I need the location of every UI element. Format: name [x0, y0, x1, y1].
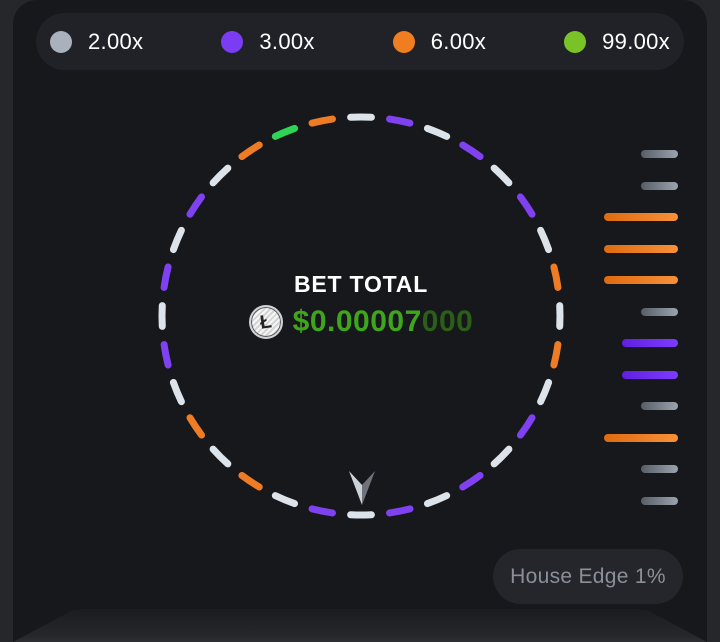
bet-total-block: BET TOTAL Ł $0.00007000: [0, 271, 720, 339]
multiplier-99x-dot-icon: [564, 30, 587, 53]
multiplier-legend: 2.00x 3.00x 6.00x 99.00x: [36, 13, 684, 70]
legend-item-99x: 99.00x: [564, 29, 670, 55]
legend-item-6x: 6.00x: [392, 28, 487, 55]
legend-label-6x: 6.00x: [430, 28, 487, 54]
history-bar-gray: [641, 496, 678, 505]
house-edge-badge: House Edge 1%: [493, 549, 683, 604]
history-bar-orange: [604, 213, 678, 221]
history-bar-gray: [641, 181, 678, 190]
history-bar-gray: [641, 307, 678, 316]
history-bar-purple: [622, 339, 678, 347]
bet-amount: $0.00007000: [293, 305, 474, 339]
history-bar-orange: [604, 433, 678, 442]
multiplier-2x-dot-icon: [50, 30, 72, 53]
game-panel: [13, 0, 707, 642]
history-bar-gray: [641, 150, 678, 158]
legend-item-3x: 3.00x: [221, 29, 314, 55]
bet-total-title: BET TOTAL: [293, 271, 429, 297]
history-bar-gray: [641, 402, 678, 410]
history-bar-gray: [641, 465, 678, 473]
legend-label-99x: 99.00x: [602, 28, 670, 54]
bet-amount-trailing-zeros: 000: [421, 305, 474, 338]
house-edge-label: House Edge 1%: [510, 564, 666, 588]
stage-floor: [13, 609, 707, 642]
multiplier-3x-dot-icon: [221, 30, 244, 53]
litecoin-glyph: Ł: [258, 310, 273, 334]
litecoin-icon: Ł: [248, 305, 283, 339]
bet-amount-primary: $0.00007: [292, 305, 422, 338]
bet-amount-row: Ł $0.00007000: [0, 305, 720, 339]
multiplier-6x-dot-icon: [392, 30, 415, 53]
legend-label-3x: 3.00x: [259, 28, 315, 54]
history-bar-purple: [622, 370, 678, 379]
legend-item-2x: 2.00x: [50, 29, 143, 55]
results-history-list: [604, 150, 678, 505]
history-bar-orange: [604, 276, 678, 284]
history-bar-orange: [604, 244, 678, 253]
legend-label-2x: 2.00x: [88, 28, 144, 54]
